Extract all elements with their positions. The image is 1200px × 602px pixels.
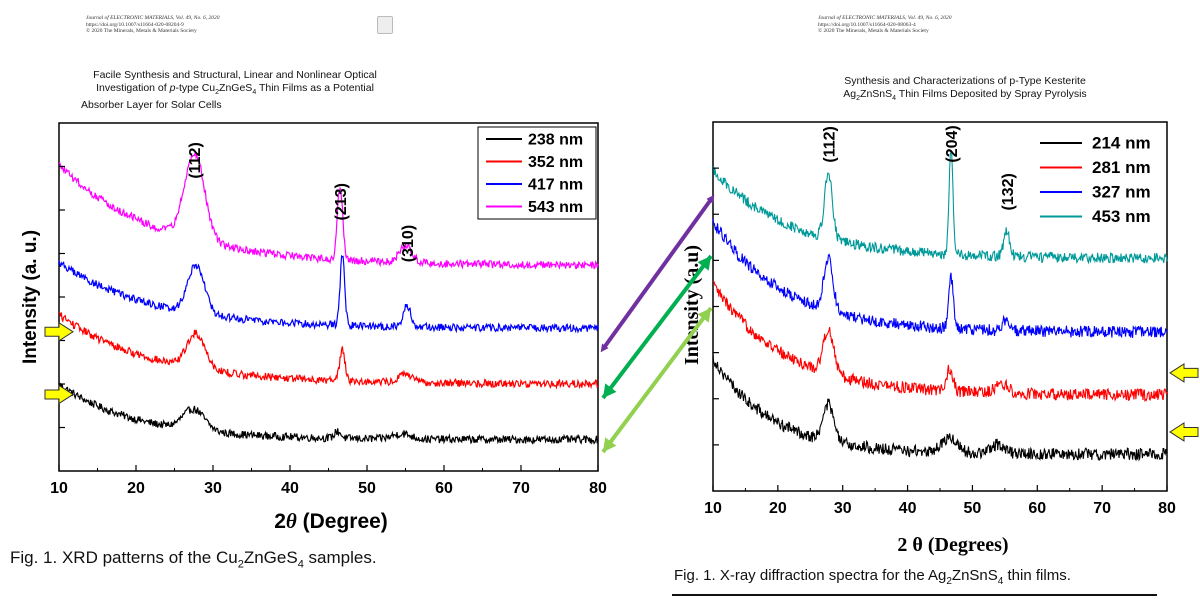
- legend-label: 453 nm: [1092, 207, 1151, 226]
- x-tick-label: 30: [834, 500, 852, 517]
- x-tick-label: 20: [769, 500, 787, 517]
- x-tick-label: 40: [899, 500, 917, 517]
- series-line-281-nm: [712, 280, 1168, 403]
- right-series-group: [712, 149, 1168, 462]
- legend-label: 327 nm: [1092, 183, 1151, 202]
- legend-label: 281 nm: [1092, 158, 1151, 177]
- left-legend-box: [477, 126, 597, 220]
- right-figure-caption: Fig. 1. X-ray diffraction spectra for th…: [674, 567, 1071, 587]
- left-title-line3: Absorber Layer for Solar Cells: [81, 99, 222, 112]
- check-for-updates-badge: [377, 16, 393, 34]
- yellow-markers: [44, 321, 1199, 442]
- lightgreen-double-arrow: [601, 306, 713, 454]
- legend-label: 238 nm: [528, 132, 583, 149]
- yellow-arrow-marker: [44, 321, 74, 342]
- left-series-group: [58, 151, 599, 445]
- yellow-arrow-marker: [1169, 363, 1199, 383]
- left-journal-line: Journal of ELECTRONIC MATERIALS, Vol. 49…: [86, 15, 220, 21]
- peak-label: (213): [333, 183, 350, 220]
- x-tick-label: 10: [50, 480, 68, 497]
- peak-label: (204): [944, 125, 961, 162]
- purple-double-arrow: [600, 194, 715, 353]
- x-tick-label: 60: [1028, 500, 1046, 517]
- arrow-head: [697, 308, 711, 323]
- arrow-head: [603, 437, 617, 452]
- right-tick-group: 10 20 30 40 50 60 70 80: [704, 167, 1176, 517]
- left-peak-labels: (112) (213) (310): [187, 142, 417, 262]
- x-tick-label: 20: [127, 480, 145, 497]
- x-tick-label: 40: [281, 480, 299, 497]
- left-tick-group: 10 20 30 40 50 60 70 80: [50, 165, 607, 497]
- right-journal-line: Journal of ELECTRONIC MATERIALS, Vol. 49…: [818, 15, 952, 21]
- x-tick-label: 60: [435, 480, 453, 497]
- peak-label: (112): [821, 126, 838, 162]
- x-tick-label: 10: [704, 500, 722, 517]
- comparison-arrows: [600, 194, 715, 454]
- right-doi-line: https://doi.org/10.1007/s11664-020-08063…: [818, 21, 916, 28]
- left-y-axis-label: Intensity (a. u.): [20, 230, 41, 364]
- left-doi-line: https://doi.org/10.1007/s11664-020-08204…: [86, 21, 184, 28]
- left-xrd-chart: 10 20 30 40 50 60 70 80 (112) (213) (310) 238 nm 3…: [20, 122, 607, 533]
- peak-label: (112): [187, 142, 204, 178]
- left-paper-title: Facile Synthesis and Structural, Linear …: [55, 69, 415, 112]
- peak-label: (310): [400, 225, 417, 262]
- x-tick-label: 30: [204, 480, 222, 497]
- arrow-head: [697, 256, 711, 271]
- series-line-352-nm: [58, 312, 599, 390]
- right-journal-meta: Journal of ELECTRONIC MATERIALS, Vol. 49…: [818, 15, 951, 35]
- right-legend: 214 nm 281 nm 327 nm 453 nm: [1040, 134, 1151, 226]
- x-tick-label: 80: [1158, 500, 1176, 517]
- right-plot-frame: [712, 121, 1168, 492]
- right-paper-title: Synthesis and Characterizations of p-Typ…: [795, 75, 1135, 105]
- series-line-238-nm: [58, 382, 599, 445]
- right-copyright-line: © 2020 The Minerals, Metals & Materials …: [818, 28, 929, 34]
- left-journal-meta: Journal of ELECTRONIC MATERIALS, Vol. 49…: [86, 15, 219, 35]
- left-x-axis-label: 2θ (Degree): [274, 509, 388, 533]
- left-copyright-line: © 2020 The Minerals, Metals & Materials …: [86, 28, 197, 34]
- left-legend: 238 nm 352 nm 417 nm 543 nm: [477, 126, 597, 220]
- x-tick-label: 70: [512, 480, 530, 497]
- right-x-axis-label: 2 θ (Degrees): [897, 534, 1008, 556]
- right-peak-labels: (112) (204) (132): [821, 125, 1016, 210]
- x-tick-label: 50: [358, 480, 376, 497]
- series-line-214-nm: [712, 355, 1168, 462]
- series-line-543-nm: [59, 151, 599, 270]
- series-line-417-nm: [58, 254, 599, 334]
- right-xrd-chart: 10 20 30 40 50 60 70 80 (112) (204)(132) 214 nm2…: [681, 121, 1176, 556]
- left-title-line1: Facile Synthesis and Structural, Linear …: [93, 69, 377, 81]
- right-title-line1: Synthesis and Characterizations of p-Typ…: [844, 75, 1086, 87]
- legend-label: 214 nm: [1092, 134, 1151, 153]
- x-tick-label: 80: [589, 480, 607, 497]
- arrow-head: [603, 383, 617, 398]
- right-title-line2: Ag2ZnSnS4 Thin Films Deposited by Spray …: [843, 87, 1087, 102]
- x-tick-label: 70: [1093, 500, 1111, 517]
- yellow-arrow-marker: [44, 384, 74, 405]
- x-tick-label: 50: [964, 500, 982, 517]
- yellow-arrow-marker: [1169, 422, 1199, 442]
- legend-label: 352 nm: [528, 154, 583, 171]
- caption-rule: [672, 594, 1157, 596]
- legend-label: 543 nm: [528, 199, 583, 216]
- left-figure-caption: Fig. 1. XRD patterns of the Cu2ZnGeS4 sa…: [10, 548, 377, 571]
- peak-label: (132): [1000, 173, 1017, 210]
- green-double-arrow: [601, 254, 713, 400]
- series-line-327-nm: [712, 218, 1168, 338]
- left-title-line2: Investigation of p-type Cu2ZnGeS4 Thin F…: [96, 81, 374, 96]
- legend-label: 417 nm: [528, 177, 583, 194]
- series-line-453-nm: [712, 149, 1168, 265]
